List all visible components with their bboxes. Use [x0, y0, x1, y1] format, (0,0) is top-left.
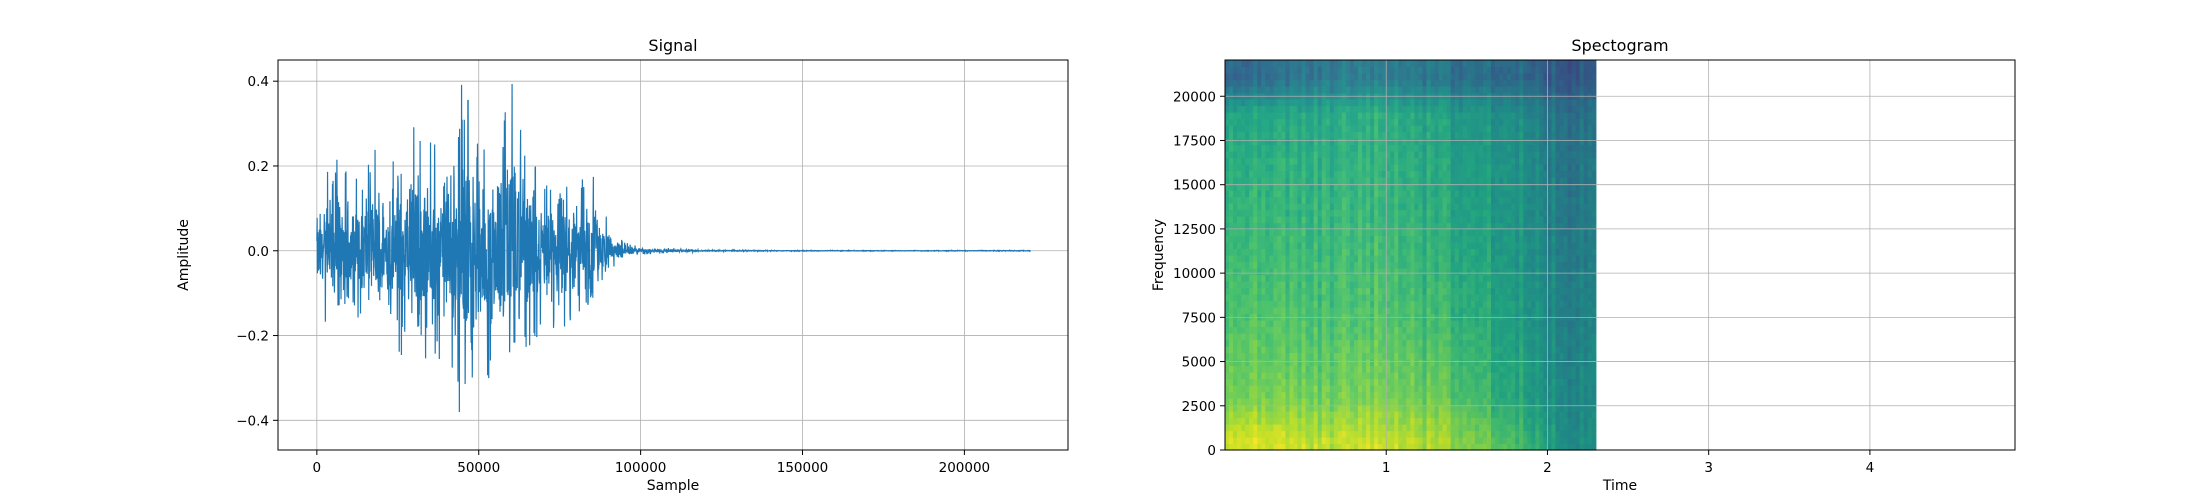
signal-ticks: 0 50000 100000 150000 200000 −0.4 −0.2 0.0 0.2 0.… — [236, 74, 990, 476]
signal-x-tick-label: 150000 — [777, 460, 829, 476]
signal-axes-frame — [277, 59, 1069, 451]
signal-plot-area — [316, 84, 1031, 413]
signal-y-tick-label: −0.2 — [236, 329, 269, 345]
spectrogram-chart: 1 2 3 4025005000750010000125001500017500200… — [1151, 36, 2016, 494]
signal-series-line — [316, 84, 1031, 413]
signal-chart: 0 50000 100000 150000 200000 −0.4 −0.2 0.0 0.2 0.… — [176, 36, 1069, 494]
signal-y-tick-label: −0.4 — [236, 413, 269, 429]
signal-y-tick-label: 0.2 — [248, 159, 269, 175]
signal-title: Signal — [648, 36, 697, 55]
signal-x-tick-label: 0 — [313, 460, 322, 476]
signal-x-tick-label: 100000 — [615, 460, 667, 476]
spectrogram-image — [1225, 60, 1597, 451]
signal-x-tick-label: 200000 — [939, 460, 991, 476]
signal-grid — [278, 60, 1068, 450]
signal-x-axis-label: Sample — [647, 478, 700, 494]
signal-y-tick-label: 0.4 — [248, 74, 269, 90]
signal-y-tick-label: 0.0 — [248, 244, 269, 260]
signal-y-axis-label: Amplitude — [176, 219, 192, 291]
signal-x-tick-label: 50000 — [457, 460, 500, 476]
